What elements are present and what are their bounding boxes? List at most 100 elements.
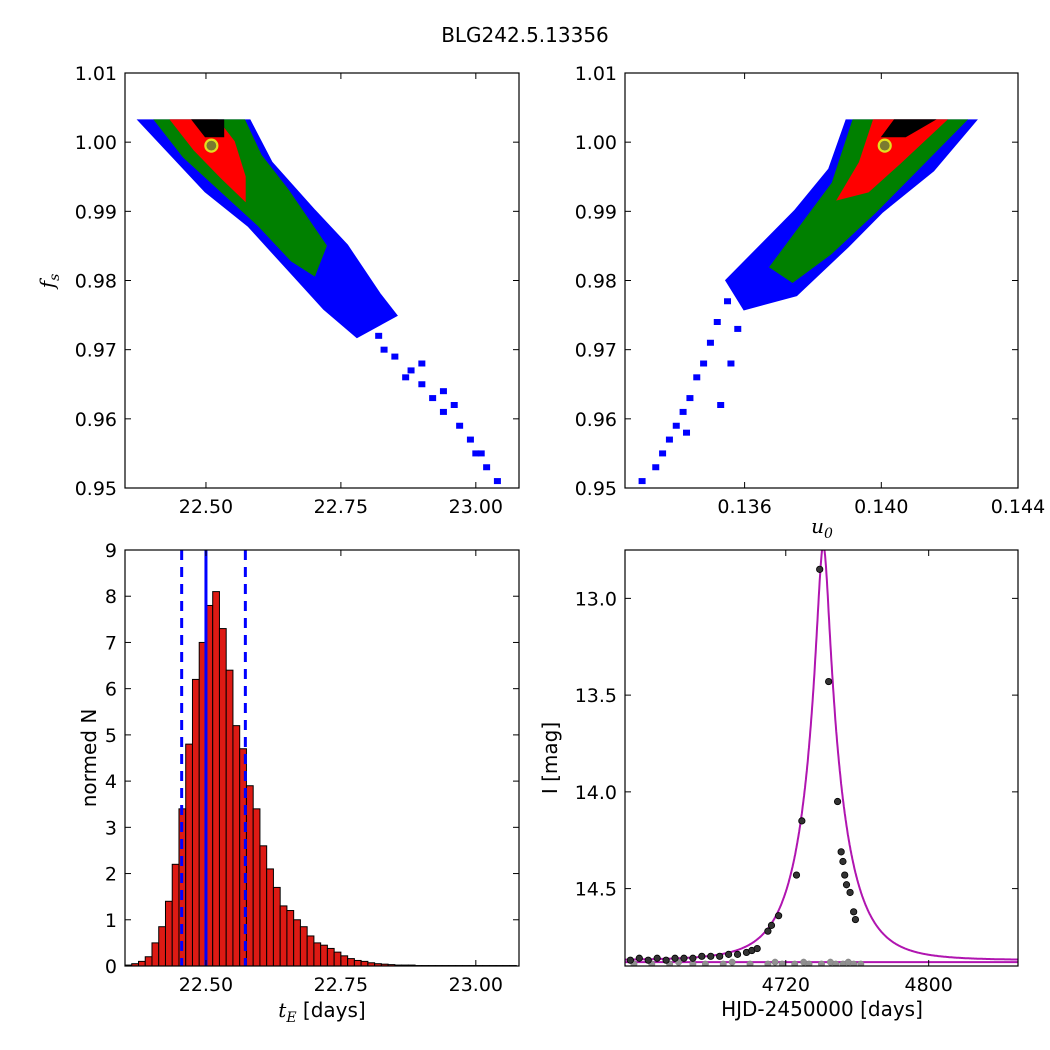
- y-tick-label: 6: [105, 679, 117, 701]
- y-tick-label: 0.96: [75, 409, 117, 431]
- histogram-bar: [299, 926, 308, 966]
- histogram-bar: [137, 960, 146, 966]
- y-tick-label: 0.95: [75, 478, 117, 500]
- histogram-bar: [279, 905, 288, 966]
- y-tick-label: 0.97: [575, 340, 617, 362]
- histogram-bar: [212, 591, 220, 966]
- data-point: [825, 677, 833, 686]
- y-tick-label: 1.01: [75, 63, 117, 85]
- density-cell: [717, 402, 725, 408]
- density-cell: [724, 298, 732, 305]
- best-fit-marker: [877, 138, 892, 153]
- axes-fs-vs-tE: 22.50 22.75 23.00 0.95 0.96 0.97 0.98 0.99 1.00 1…: [75, 63, 520, 518]
- histogram-bar: [158, 926, 166, 966]
- histogram-bar: [320, 944, 328, 966]
- data-point: [644, 956, 652, 964]
- x-tick-label: 0.136: [717, 496, 771, 518]
- heatmap-fs-vs-tE: [136, 119, 501, 485]
- y-tick-label: 1: [105, 910, 117, 932]
- data-point-secondary: [728, 958, 736, 966]
- data-point: [775, 912, 783, 920]
- histogram-bar: [185, 743, 193, 966]
- data-point-secondary: [791, 960, 799, 966]
- histogram-bar: [218, 628, 227, 966]
- y-tick-label: 0.98: [575, 271, 617, 293]
- data-point-secondary: [771, 958, 779, 966]
- density-cell: [665, 436, 673, 443]
- best-fit-marker: [204, 138, 219, 153]
- histogram-bar: [353, 959, 362, 966]
- data-point: [733, 950, 742, 958]
- data-point: [842, 881, 851, 889]
- figure-title: BLG242.5.13356: [441, 23, 609, 47]
- histogram-bar: [259, 845, 268, 966]
- y-tick-label: 14.0: [575, 782, 617, 804]
- y-axis-label-normed: normed N: [77, 709, 101, 808]
- contour-level-2: [836, 119, 948, 201]
- density-cell: [713, 319, 721, 325]
- density-cell: [364, 319, 372, 325]
- model-curve: [625, 550, 1018, 961]
- data-point: [716, 952, 724, 960]
- axes-frame: [124, 549, 520, 967]
- y-tick-label: 5: [105, 725, 117, 747]
- data-point: [816, 565, 824, 573]
- histogram-bar: [266, 868, 274, 966]
- data-point: [725, 950, 733, 958]
- y-tick-label: 0.97: [75, 340, 117, 362]
- density-cell: [727, 360, 735, 367]
- density-cell: [418, 381, 426, 388]
- density-cell: [472, 450, 480, 457]
- density-cell: [700, 360, 708, 367]
- y-tick-label: 7: [105, 632, 117, 654]
- panels: 22.50 22.75 23.00 0.95 0.96 0.97 0.98 0.99 1.00 1…: [35, 63, 1045, 1026]
- data-point: [850, 908, 858, 916]
- data-point: [846, 888, 854, 897]
- data-point-secondary: [857, 960, 865, 966]
- density-cell: [429, 395, 437, 402]
- data-point: [635, 954, 643, 962]
- x-tick-label: 0.140: [854, 496, 908, 518]
- histogram-bar: [164, 900, 173, 966]
- x-tick-label: 22.50: [179, 496, 233, 518]
- density-cell: [439, 388, 447, 395]
- x-tick-label: 23.00: [449, 974, 503, 996]
- x-tick-label: 4720: [762, 974, 810, 996]
- histogram-bar: [347, 958, 355, 966]
- density-cell: [686, 395, 694, 402]
- y-tick-label: 0: [105, 956, 117, 978]
- y-tick-label: 13.5: [575, 685, 617, 707]
- y-tick-label: 0.95: [575, 478, 617, 500]
- data-point: [767, 921, 776, 929]
- data-point-secondary: [701, 960, 709, 966]
- data-point: [653, 954, 661, 962]
- density-cell: [375, 332, 383, 339]
- density-cell: [652, 464, 660, 471]
- density-cell: [672, 422, 680, 429]
- density-cell: [407, 367, 415, 374]
- histogram-bar: [293, 919, 301, 966]
- y-tick-label: 9: [105, 540, 117, 562]
- data-point-secondary: [719, 960, 727, 966]
- data-point: [841, 871, 849, 879]
- density-cell: [402, 374, 410, 381]
- light-curve-plot: [625, 550, 1018, 966]
- x-tick-label: 0.144: [991, 496, 1045, 518]
- axis-labels: fs u0 normed N tE [days] I [mag] HJD-2450000 …: [35, 274, 923, 1026]
- data-point: [689, 954, 697, 962]
- histogram-bar: [306, 935, 315, 966]
- histogram-bar: [245, 785, 254, 966]
- histogram-bar: [252, 808, 261, 966]
- data-point: [839, 857, 847, 866]
- x-tick-label: 22.75: [314, 496, 368, 518]
- data-point: [764, 927, 772, 935]
- data-point: [671, 954, 679, 962]
- y-tick-label: 13.0: [575, 588, 617, 610]
- density-cell: [683, 429, 691, 436]
- histogram-bar: [191, 678, 200, 966]
- contour-level-3: [191, 119, 225, 138]
- density-cell: [493, 478, 501, 485]
- density-cell: [659, 450, 667, 457]
- x-axis-label-tE: tE [days]: [278, 998, 365, 1026]
